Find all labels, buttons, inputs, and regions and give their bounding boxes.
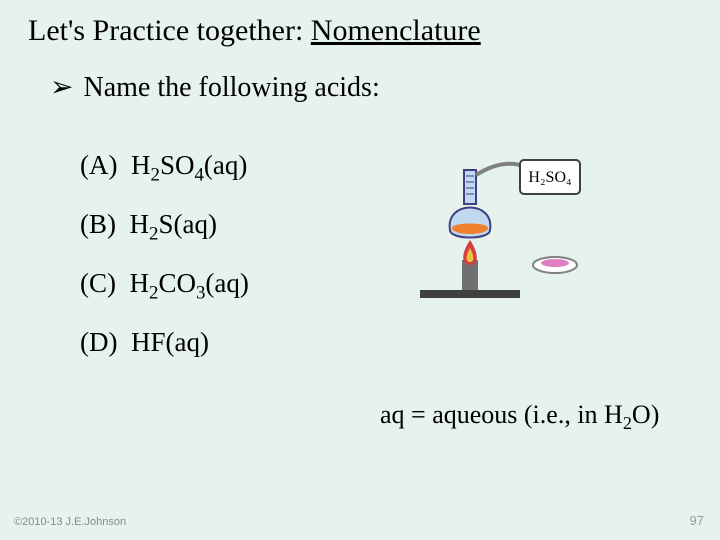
aqueous-note: aq = aqueous (i.e., in H2O)	[380, 400, 659, 430]
flask-liquid	[452, 224, 488, 235]
formula-suffix: (aq)	[166, 327, 209, 357]
formula-suffix: (aq)	[204, 150, 247, 180]
list-item: (A) H2SO4(aq)	[80, 150, 249, 181]
flask-neck	[464, 170, 476, 204]
list-item: (C) H2CO3(aq)	[80, 268, 249, 299]
formula-prefix: H	[130, 268, 150, 298]
item-label: (B)	[80, 209, 116, 239]
formula-sub: 3	[196, 282, 205, 303]
formula-sub: 2	[150, 164, 159, 185]
list-item: (B) H2S(aq)	[80, 209, 249, 240]
formula-mid: CO	[158, 268, 196, 298]
formula-suffix: (aq)	[205, 268, 248, 298]
formula-prefix: HF	[131, 327, 166, 357]
dish-content	[541, 259, 569, 267]
note-sub: 2	[623, 413, 632, 433]
formula-mid: SO	[160, 150, 195, 180]
acid-list: (A) H2SO4(aq) (B) H2S(aq) (C) H2CO3(aq) …	[80, 150, 249, 386]
slide: Let's Practice together: Nomenclature ➢ N…	[0, 0, 720, 540]
formula-sub: 4	[194, 164, 203, 185]
bullet-arrow-icon: ➢	[50, 70, 73, 103]
formula-mid: S	[158, 209, 173, 239]
copyright-text: ©2010-13 J.E.Johnson	[14, 516, 126, 528]
page-number: 97	[690, 513, 704, 528]
formula-prefix: H	[130, 209, 150, 239]
item-label: (A)	[80, 150, 117, 180]
note-tail: O)	[632, 400, 659, 429]
slide-title: Let's Practice together: Nomenclature	[28, 14, 481, 48]
formula-suffix: (aq)	[173, 209, 216, 239]
list-item: (D) HF(aq)	[80, 327, 249, 358]
title-underlined: Nomenclature	[311, 14, 481, 47]
item-label: (D)	[80, 327, 117, 357]
item-label: (C)	[80, 268, 116, 298]
title-lead: Let's Practice together:	[28, 14, 311, 47]
chemistry-clipart-icon: H₂SO₄	[390, 130, 590, 310]
bullet-text: Name the following acids:	[83, 72, 379, 103]
formula-prefix: H	[131, 150, 151, 180]
stand-base	[420, 290, 520, 298]
note-lead: aq = aqueous (i.e., in H	[380, 400, 623, 429]
bullet-line: ➢ Name the following acids:	[50, 70, 380, 104]
label-text: H₂SO₄	[528, 169, 572, 186]
